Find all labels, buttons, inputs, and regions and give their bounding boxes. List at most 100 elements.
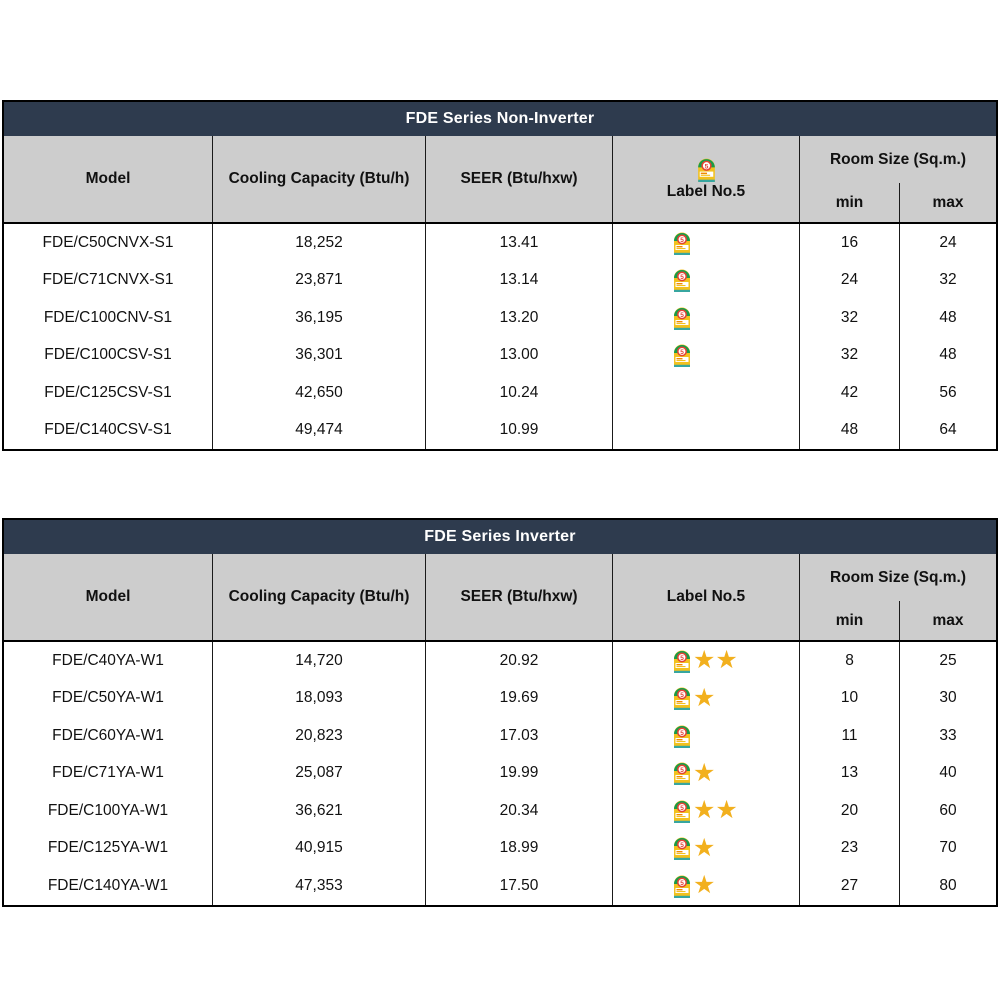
header-min-label: min [835,611,864,629]
room-min-cell: 10 [800,679,900,717]
star-icon: ★ [693,796,715,825]
header-room-size-label: Room Size (Sq.m.) [829,150,967,168]
room-max-cell: 48 [939,308,957,326]
table-row: FDE/C60YA-W1 20,823 17.03 5 11 33 [4,717,996,755]
room-min-cell: 8 [800,642,900,680]
energy-label-no5-icon: 5 [697,157,716,182]
model-cell: FDE/C50CNVX-S1 [4,224,213,262]
room-min-cell: 48 [800,411,900,449]
cooling-capacity-cell: 18,093 [213,679,426,717]
room-min-cell: 23 [800,829,900,867]
table-header-row: Model Cooling Capacity (Btu/h) SEER (Btu… [4,136,996,224]
room-max-cell: 30 [939,689,957,707]
model-cell: FDE/C125CSV-S1 [4,374,213,412]
svg-text:5: 5 [680,312,684,319]
energy-label-no5-icon: 5 [673,836,691,861]
room-max-cell: 48 [939,346,957,364]
inverter-table: FDE Series Inverter Model Cooling Capaci… [2,518,998,907]
header-label-no5-text: Label No.5 [666,588,746,605]
seer-cell: 13.14 [426,261,613,299]
header-room-size-label: Room Size (Sq.m.) [829,568,967,586]
svg-text:5: 5 [680,274,684,281]
room-max-cell: 33 [939,726,957,744]
cooling-capacity-cell: 36,301 [213,336,426,374]
header-cooling-capacity: Cooling Capacity (Btu/h) [213,136,426,222]
table-title-bar: FDE Series Inverter [4,520,996,554]
table-row: FDE/C140YA-W1 47,353 17.50 5 ★ 27 80 [4,867,996,905]
energy-label-no5-icon: 5 [673,874,691,898]
svg-text:5: 5 [680,349,684,356]
header-min-max-row: min max [800,601,996,640]
header-cooling-capacity: Cooling Capacity (Btu/h) [213,554,426,640]
room-min-cell: 32 [800,299,900,337]
star-icon: ★ [693,646,715,675]
label-no5-cell: 5 ★ [613,867,800,905]
header-label-no5-text: Label No.5 [666,183,746,200]
table-row: FDE/C100YA-W1 36,621 20.34 5 ★ ★ 20 60 [4,792,996,830]
cooling-capacity-cell: 49,474 [213,411,426,449]
energy-label-no5-icon: 5 [673,306,691,330]
energy-label-no5-icon: 5 [673,649,691,673]
label-no5-cell: 5 ★ [613,754,800,792]
model-cell: FDE/C140YA-W1 [4,867,213,905]
seer-cell: 13.00 [426,336,613,374]
star-icon: ★ [715,646,737,675]
label-no5-cell: 5 [613,299,800,337]
header-seer-label: SEER (Btu/hxw) [460,588,578,605]
room-max-cell: 25 [939,651,957,669]
table-row: FDE/C100CNV-S1 36,195 13.20 5 32 48 [4,299,996,337]
table-title-bar: FDE Series Non-Inverter [4,102,996,136]
energy-label-no5-icon: 5 [673,343,691,368]
table-title: FDE Series Non-Inverter [405,110,595,127]
svg-text:5: 5 [680,655,684,662]
room-max-cell: 80 [939,876,957,894]
table-row: FDE/C50CNVX-S1 18,252 13.41 5 16 24 [4,224,996,262]
label-no5-cell: 5 ★ [613,679,800,717]
room-min-cell: 20 [800,792,900,830]
table-header-row: Model Cooling Capacity (Btu/h) SEER (Btu… [4,554,996,642]
cooling-capacity-cell: 18,252 [213,224,426,262]
star-icon: ★ [693,758,715,787]
header-min-max-row: min max [800,183,996,222]
seer-cell: 13.41 [426,224,613,262]
star-icon: ★ [693,871,715,900]
energy-label-no5-icon: 5 [673,231,691,255]
room-min-cell: 16 [800,224,900,262]
seer-cell: 10.99 [426,411,613,449]
room-max-cell: 40 [939,764,957,782]
energy-label-no5-icon: 5 [673,761,691,786]
table-row: FDE/C125CSV-S1 42,650 10.24 42 56 [4,374,996,412]
svg-text:5: 5 [680,880,684,887]
header-model: Model [4,136,213,222]
model-cell: FDE/C60YA-W1 [4,717,213,755]
table-row: FDE/C100CSV-S1 36,301 13.00 5 32 48 [4,336,996,374]
seer-cell: 20.92 [426,642,613,680]
star-icon: ★ [715,796,737,825]
table-title: FDE Series Inverter [424,528,576,545]
cooling-capacity-cell: 25,087 [213,754,426,792]
seer-cell: 17.03 [426,717,613,755]
header-room-max: max [900,183,996,222]
svg-text:5: 5 [680,842,684,849]
seer-cell: 19.99 [426,754,613,792]
cooling-capacity-cell: 14,720 [213,642,426,680]
model-cell: FDE/C50YA-W1 [4,679,213,717]
label-no5-cell: 5 [613,224,800,262]
model-cell: FDE/C40YA-W1 [4,642,213,680]
header-room-size: Room Size (Sq.m.) [800,136,996,183]
header-room-size-group: Room Size (Sq.m.) min max [800,136,996,222]
header-room-min: min [800,183,900,222]
room-max-cell: 70 [939,839,957,857]
label-no5-cell: 5 [613,717,800,755]
seer-cell: 18.99 [426,829,613,867]
label-no5-cell [613,411,800,449]
room-max-cell: 32 [939,271,957,289]
cooling-capacity-cell: 36,195 [213,299,426,337]
cooling-capacity-cell: 47,353 [213,867,426,905]
header-label-no5: 5 Label No.5 [613,136,800,222]
table-body: FDE/C40YA-W1 14,720 20.92 5 ★ ★ 8 25 FDE/C50YA-W… [4,642,996,905]
seer-cell: 13.20 [426,299,613,337]
svg-text:5: 5 [680,730,684,737]
room-min-cell: 11 [800,717,900,755]
model-cell: FDE/C71CNVX-S1 [4,261,213,299]
